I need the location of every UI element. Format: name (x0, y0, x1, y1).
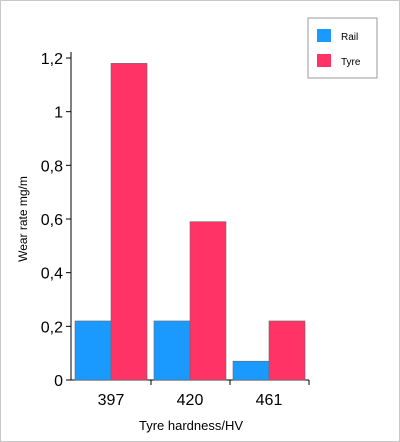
bar-rail-461 (232, 360, 270, 381)
bar-rail-420 (153, 320, 191, 381)
x-tick-label: 420 (177, 392, 204, 409)
x-ticks: 397 420 461 (98, 380, 310, 409)
bar-tyre-397 (110, 63, 148, 381)
y-ticks: 0 0,2 0,4 0,6 0,8 1 1,2 (41, 51, 71, 390)
y-tick-label: 0,6 (41, 212, 63, 229)
y-tick-label: 0,8 (41, 158, 63, 175)
legend-swatch-tyre (317, 54, 331, 67)
x-tick-label: 461 (256, 392, 283, 409)
y-tick-label: 0 (54, 373, 63, 390)
legend-label-rail: Rail (341, 32, 358, 43)
legend-swatch-rail (317, 29, 331, 42)
legend: Rail Tyre (307, 17, 378, 79)
y-tick-label: 0,2 (41, 319, 63, 336)
x-axis-label: Tyre hardness/HV (139, 418, 243, 433)
y-tick-label: 1 (54, 105, 63, 122)
y-tick-label: 0,4 (41, 266, 63, 283)
y-tick-label: 1,2 (41, 51, 63, 68)
bar-tyre-461 (268, 320, 306, 381)
x-tick-label: 397 (98, 392, 125, 409)
bar-rail-397 (74, 320, 112, 381)
y-axis-label: Wear rate mg/m (16, 176, 30, 262)
legend-box (307, 17, 378, 79)
bars (74, 63, 306, 381)
legend-label-tyre: Tyre (341, 57, 361, 68)
bar-tyre-420 (189, 221, 227, 381)
